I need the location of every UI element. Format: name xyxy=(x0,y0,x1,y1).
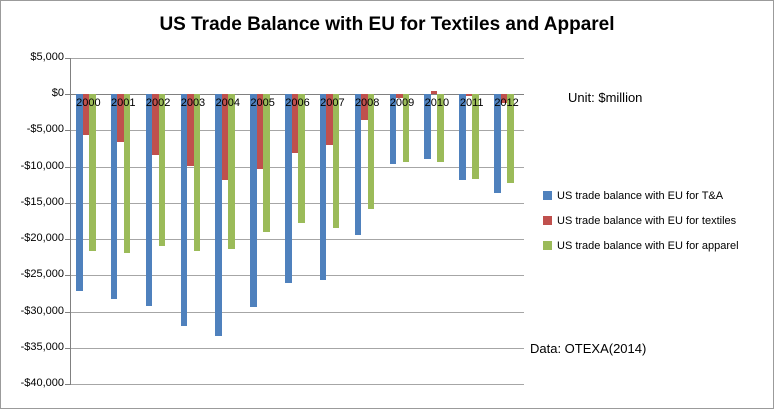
bar-2007-series-0 xyxy=(319,94,327,281)
y-axis-tick xyxy=(65,239,71,241)
bar-2010-series-1 xyxy=(430,91,438,95)
bar-2012-series-2 xyxy=(507,94,514,184)
y-axis-tick xyxy=(65,166,71,168)
bar-2002-series-0 xyxy=(145,94,153,306)
bar-2007-series-1 xyxy=(326,94,333,145)
y-axis-tick xyxy=(65,384,71,385)
gridline xyxy=(71,275,524,277)
y-axis-label: $0 xyxy=(51,87,64,99)
y-axis-label: -$30,000 xyxy=(20,305,64,317)
bar-2011-series-2 xyxy=(472,94,479,179)
y-axis-tick xyxy=(65,94,71,96)
y-axis-label: -$20,000 xyxy=(20,232,64,244)
bar-2005-series-0 xyxy=(250,94,257,308)
legend-item-1: US trade balance with EU for textiles xyxy=(543,213,739,228)
unit-label: Unit: $million xyxy=(568,90,643,105)
x-axis-label-2003: 2003 xyxy=(180,97,206,110)
bar-2004-series-2 xyxy=(228,94,235,250)
legend-label: US trade balance with EU for textiles xyxy=(557,214,737,227)
legend-item-2: US trade balance with EU for apparel xyxy=(543,238,739,253)
bar-2002-series-2 xyxy=(158,94,166,247)
bar-2009-series-2 xyxy=(402,94,410,162)
x-axis-label-2001: 2001 xyxy=(111,97,136,110)
x-axis-label-2000: 2000 xyxy=(76,97,101,110)
y-axis-tick xyxy=(65,58,71,59)
legend-swatch-icon xyxy=(543,216,552,225)
x-axis-label-2011: 2011 xyxy=(459,97,484,110)
x-axis-label-2008: 2008 xyxy=(354,97,380,110)
gridline xyxy=(71,347,524,349)
y-axis-label: -$40,000 xyxy=(20,377,64,389)
bar-2004-series-1 xyxy=(221,94,229,180)
bar-2010-series-0 xyxy=(424,94,431,159)
legend-label: US trade balance with EU for T&A xyxy=(557,189,724,202)
bar-2000-series-1 xyxy=(82,94,89,135)
y-axis-tick xyxy=(65,275,71,277)
y-axis-label: -$5,000 xyxy=(26,123,64,135)
x-axis-label-2004: 2004 xyxy=(215,97,241,110)
x-axis-label-2005: 2005 xyxy=(250,97,275,110)
bar-2006-series-0 xyxy=(285,94,292,283)
gridline xyxy=(71,384,524,385)
bar-2008-series-1 xyxy=(361,94,368,121)
bar-2012-series-0 xyxy=(494,94,501,193)
x-axis-label-2002: 2002 xyxy=(145,97,171,110)
bar-2001-series-2 xyxy=(123,94,131,253)
gridline xyxy=(71,58,524,59)
x-axis-label-2012: 2012 xyxy=(494,97,519,110)
bar-2003-series-1 xyxy=(187,94,194,166)
y-axis-tick xyxy=(65,311,71,313)
x-axis-label-2010: 2010 xyxy=(424,97,450,110)
bar-2001-series-1 xyxy=(117,94,124,143)
plot-area: 2000 2001 2002 2003 2004 2005 2006 2007 2008 2009… xyxy=(65,58,524,385)
legend: US trade balance with EU for T&A US trade… xyxy=(543,188,739,263)
bar-2006-series-1 xyxy=(291,94,299,153)
bar-2001-series-0 xyxy=(110,94,118,299)
x-axis-label-2009: 2009 xyxy=(389,97,415,110)
bar-2003-series-0 xyxy=(180,94,188,327)
bar-2005-series-1 xyxy=(256,94,264,169)
data-source-label: Data: OTEXA(2014) xyxy=(530,341,647,356)
gridline xyxy=(71,166,524,168)
bar-2008-series-0 xyxy=(354,94,362,236)
bar-2012-series-1 xyxy=(500,94,508,103)
bar-2003-series-2 xyxy=(193,94,201,252)
bar-2006-series-2 xyxy=(298,94,305,224)
y-axis-tick xyxy=(65,202,71,204)
y-axis-label: -$10,000 xyxy=(20,160,64,172)
y-axis-labels: $5,000 $0 -$5,000 -$10,000 -$15,000 -$20,000 -… xyxy=(1,1,64,408)
chart-title: US Trade Balance with EU for Textiles an… xyxy=(159,14,615,35)
y-axis-label: -$35,000 xyxy=(20,341,64,353)
gridline xyxy=(71,202,524,204)
x-axis-label-2006: 2006 xyxy=(285,97,310,110)
bar-2000-series-2 xyxy=(89,94,96,251)
y-axis-tick xyxy=(65,347,71,349)
legend-label: US trade balance with EU for apparel xyxy=(557,239,739,252)
gridline xyxy=(71,239,524,241)
bar-2011-series-0 xyxy=(459,94,466,181)
y-axis-label: $5,000 xyxy=(30,51,64,63)
y-axis-label: -$15,000 xyxy=(20,196,64,208)
gridline xyxy=(71,311,524,313)
bar-2005-series-2 xyxy=(263,94,270,232)
x-axis-label-2007: 2007 xyxy=(320,97,345,110)
bar-2009-series-0 xyxy=(389,94,397,165)
legend-swatch-icon xyxy=(543,191,552,200)
bar-2009-series-1 xyxy=(396,94,403,98)
bar-2011-series-1 xyxy=(465,94,473,96)
bar-2010-series-2 xyxy=(437,94,444,162)
bar-2002-series-1 xyxy=(152,94,159,156)
bar-2004-series-0 xyxy=(215,94,222,337)
bar-2008-series-2 xyxy=(367,94,375,210)
bar-2007-series-2 xyxy=(332,94,340,229)
legend-swatch-icon xyxy=(543,241,552,250)
y-axis-tick xyxy=(65,130,71,132)
y-axis-label: -$25,000 xyxy=(20,268,64,280)
bar-2000-series-0 xyxy=(76,94,83,291)
legend-item-0: US trade balance with EU for T&A xyxy=(543,188,739,203)
